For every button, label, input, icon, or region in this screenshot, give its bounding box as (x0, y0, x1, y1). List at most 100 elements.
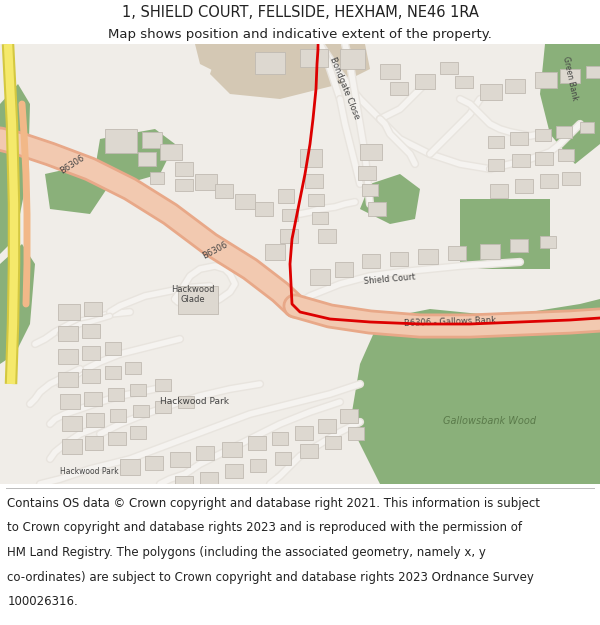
Bar (362, 254, 380, 268)
Bar (560, 69, 580, 83)
Bar (82, 346, 100, 360)
Bar (133, 405, 149, 417)
Bar (138, 152, 156, 166)
Bar (325, 436, 341, 449)
Bar (255, 202, 273, 216)
Bar (178, 396, 194, 408)
Bar (380, 64, 400, 79)
Bar (222, 442, 242, 457)
Bar (178, 286, 218, 314)
Bar (120, 459, 140, 475)
Bar (155, 379, 171, 391)
Bar (305, 174, 323, 188)
Bar (280, 229, 298, 243)
Bar (308, 194, 324, 206)
Bar (200, 472, 218, 486)
Polygon shape (95, 129, 175, 184)
Bar (62, 416, 82, 431)
Bar (155, 401, 171, 413)
Bar (368, 202, 386, 216)
Bar (58, 372, 78, 387)
Bar (535, 152, 553, 165)
Bar (310, 269, 330, 285)
Bar (440, 62, 458, 74)
Bar (540, 174, 558, 188)
Text: Map shows position and indicative extent of the property.: Map shows position and indicative extent… (108, 28, 492, 41)
Text: to Crown copyright and database rights 2023 and is reproduced with the permissio: to Crown copyright and database rights 2… (7, 521, 522, 534)
Bar (512, 154, 530, 167)
Bar (278, 189, 294, 203)
Text: B6306 - Gallows Bank: B6306 - Gallows Bank (404, 316, 496, 328)
Text: Bondgate Close: Bondgate Close (328, 56, 362, 121)
Bar (82, 324, 100, 338)
Bar (225, 464, 243, 478)
Bar (335, 262, 353, 277)
Bar (195, 174, 217, 190)
Bar (85, 436, 103, 450)
Bar (535, 72, 557, 88)
Bar (150, 172, 164, 184)
Text: Contains OS data © Crown copyright and database right 2021. This information is : Contains OS data © Crown copyright and d… (7, 497, 540, 510)
Bar (265, 244, 285, 260)
Bar (300, 444, 318, 458)
Bar (515, 179, 533, 193)
Bar (235, 194, 255, 209)
Text: co-ordinates) are subject to Crown copyright and database rights 2023 Ordnance S: co-ordinates) are subject to Crown copyr… (7, 571, 534, 584)
Bar (556, 126, 572, 138)
Bar (160, 144, 182, 160)
Bar (170, 452, 190, 467)
Text: Green Bank: Green Bank (561, 56, 579, 101)
Bar (558, 149, 574, 161)
Bar (535, 129, 551, 141)
Bar (84, 302, 102, 316)
Bar (250, 459, 266, 472)
Bar (460, 199, 550, 269)
Bar (390, 82, 408, 95)
Bar (318, 419, 336, 433)
Text: 100026316.: 100026316. (7, 596, 78, 608)
Bar (108, 388, 124, 401)
Bar (448, 246, 466, 260)
Bar (348, 427, 364, 440)
Bar (58, 349, 78, 364)
Bar (360, 144, 382, 160)
Bar (415, 74, 435, 89)
Bar (480, 244, 500, 259)
Bar (142, 132, 162, 148)
Polygon shape (0, 244, 35, 364)
Bar (86, 413, 104, 427)
Text: Hackwood Park: Hackwood Park (161, 397, 229, 406)
Bar (84, 392, 102, 406)
Bar (248, 436, 266, 450)
Bar (490, 184, 508, 198)
Bar (215, 184, 233, 198)
Bar (418, 249, 438, 264)
Bar (105, 366, 121, 379)
Bar (488, 136, 504, 148)
Bar (62, 439, 82, 454)
Bar (145, 456, 163, 470)
Bar (196, 446, 214, 460)
Bar (488, 159, 504, 171)
Bar (300, 149, 322, 167)
Text: Gallowsbank Wood: Gallowsbank Wood (443, 416, 536, 426)
Bar (105, 129, 137, 153)
Bar (358, 166, 376, 180)
Bar (275, 452, 291, 465)
Bar (340, 49, 365, 69)
Bar (540, 236, 556, 248)
Polygon shape (350, 299, 600, 484)
Bar (82, 369, 100, 383)
Bar (105, 342, 121, 355)
Text: B6306: B6306 (58, 154, 86, 176)
Polygon shape (540, 44, 600, 164)
Bar (255, 52, 285, 74)
Bar (586, 66, 600, 78)
Text: Shield Court: Shield Court (364, 272, 416, 286)
Bar (272, 432, 288, 445)
Bar (130, 384, 146, 396)
Text: 1, SHIELD COURT, FELLSIDE, HEXHAM, NE46 1RA: 1, SHIELD COURT, FELLSIDE, HEXHAM, NE46 … (122, 5, 478, 20)
Bar (58, 326, 78, 341)
Bar (318, 229, 336, 243)
Bar (505, 79, 525, 93)
